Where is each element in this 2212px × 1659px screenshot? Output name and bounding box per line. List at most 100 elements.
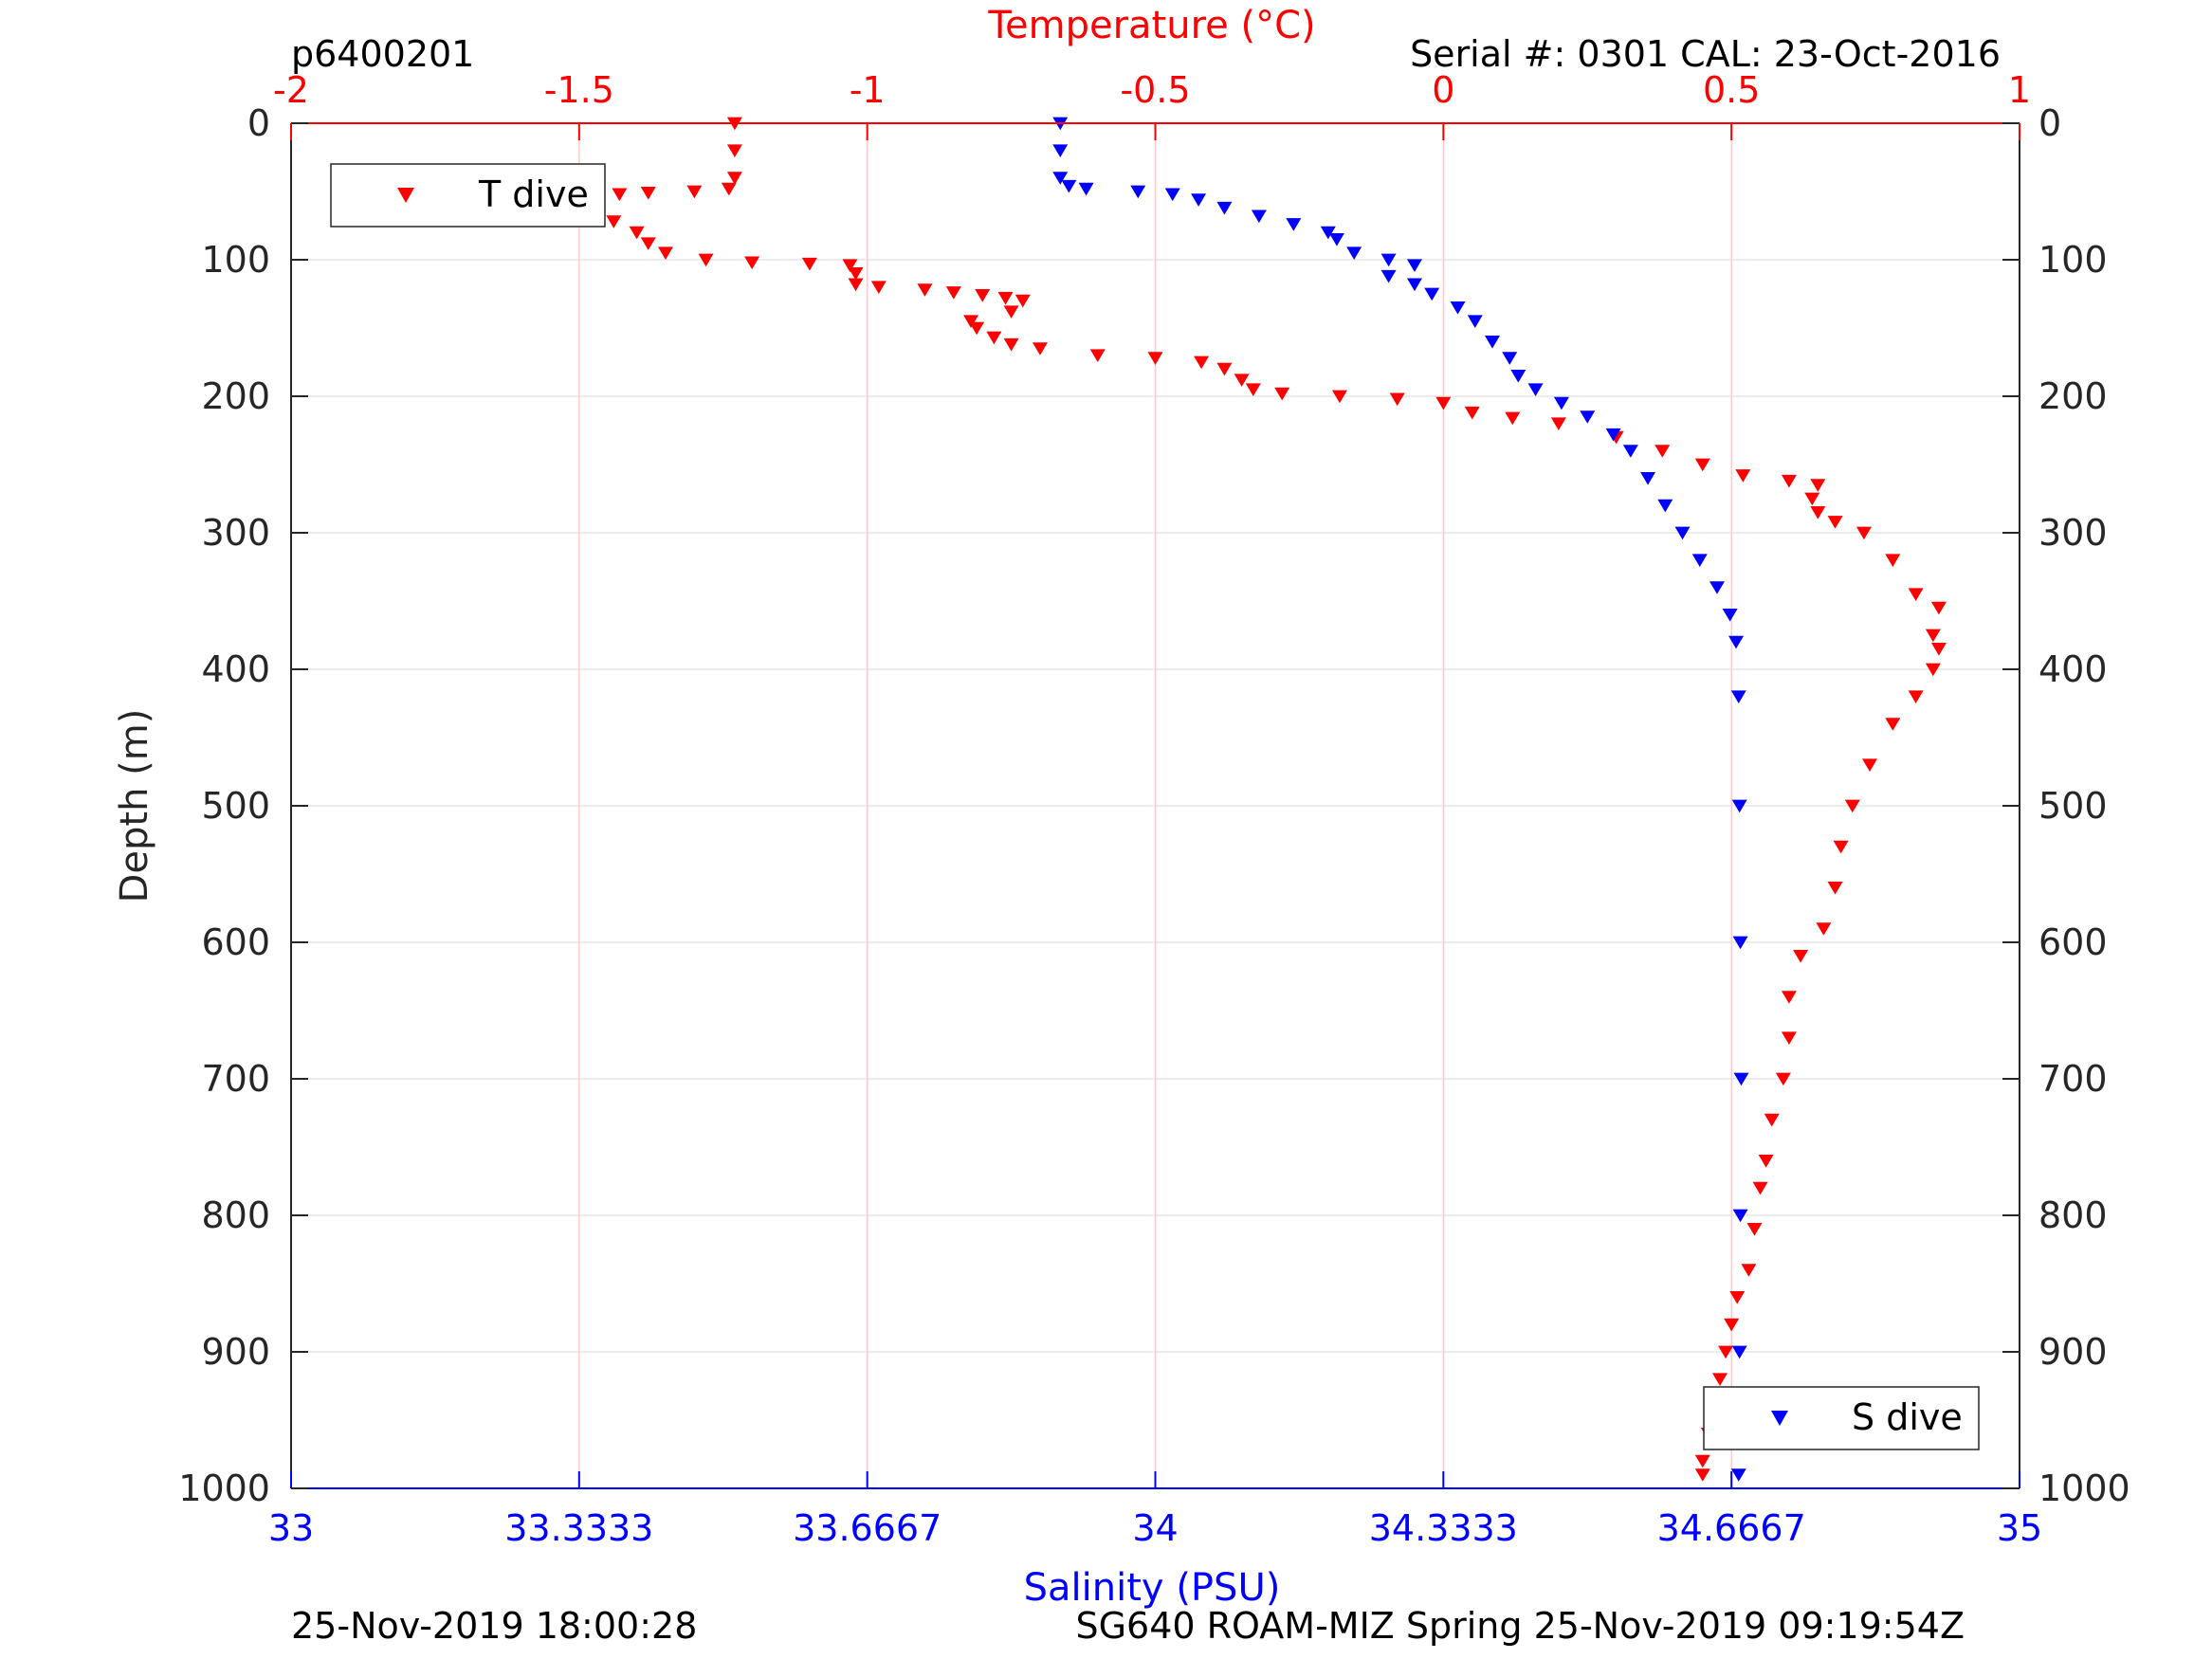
- temperature-point: [1724, 1318, 1740, 1332]
- salinity-point: [1674, 526, 1691, 540]
- temperature-tick-label: 0: [1432, 69, 1454, 111]
- footer-caption: SG640 ROAM-MIZ Spring 25-Nov-2019 09:19:…: [1075, 1605, 1965, 1647]
- temperature-point: [1908, 690, 1924, 703]
- temperature-point: [612, 188, 628, 202]
- depth-tick-label: 0: [247, 102, 270, 144]
- temperature-point: [1816, 922, 1832, 936]
- salinity-point: [1078, 182, 1094, 196]
- temperature-point: [1930, 601, 1947, 615]
- temperature-point: [1775, 1072, 1791, 1086]
- depth-tick-label: 900: [201, 1331, 270, 1373]
- temperature-point: [1908, 588, 1924, 601]
- temperature-point: [1752, 1181, 1768, 1195]
- temperature-point: [1694, 1468, 1710, 1482]
- salinity-tick-label: 33.3333: [504, 1507, 653, 1549]
- legend-temperature-label: T dive: [478, 173, 589, 215]
- temperature-point: [1844, 799, 1860, 813]
- temperature-point: [1930, 643, 1947, 656]
- depth-tick-label-right: 500: [2038, 785, 2108, 827]
- salinity-point: [1691, 554, 1708, 567]
- temperature-point: [606, 215, 622, 228]
- temperature-point: [1712, 1373, 1728, 1386]
- legend-salinity: S dive: [1703, 1386, 1980, 1450]
- temperature-point: [1331, 390, 1347, 404]
- salinity-point: [1730, 1468, 1746, 1482]
- temperature-point: [657, 246, 673, 260]
- temperature-point: [1781, 474, 1797, 488]
- salinity-point: [1424, 287, 1440, 301]
- salinity-point: [1406, 259, 1422, 272]
- temperature-point: [848, 267, 864, 281]
- depth-tick-label: 200: [201, 375, 270, 417]
- temperature-point: [848, 278, 864, 292]
- legend-salinity-marker: [1771, 1411, 1788, 1426]
- salinity-point: [1052, 172, 1069, 185]
- salinity-point: [1709, 581, 1725, 594]
- temperature-point: [975, 289, 991, 302]
- depth-tick-label: 1000: [178, 1468, 270, 1509]
- temperature-point: [1216, 362, 1233, 376]
- temperature-point: [870, 281, 887, 294]
- depth-tick-label-right: 800: [2038, 1194, 2108, 1236]
- salinity-point: [1730, 690, 1746, 703]
- temperature-point: [963, 315, 979, 328]
- temperature-point: [1925, 629, 1941, 643]
- depth-tick-label: 400: [201, 648, 270, 690]
- salinity-tick-label: 33.6667: [793, 1507, 941, 1549]
- temperature-point: [1435, 396, 1452, 410]
- salinity-point: [1380, 269, 1397, 283]
- temperature-point: [721, 182, 737, 196]
- temperature-point: [1234, 374, 1250, 387]
- temperature-point: [1827, 516, 1843, 529]
- temperature-tick-label: 0.5: [1703, 69, 1760, 111]
- temperature-tick-label: 1: [2008, 69, 2031, 111]
- depth-tick-label-right: 600: [2038, 921, 2108, 963]
- profile-id: p6400201: [291, 33, 474, 75]
- salinity-ticks: 33 33.3333 33.6667 34 34.3333 34.6667 35: [268, 1471, 2042, 1549]
- temperature-point: [1781, 991, 1797, 1004]
- temperature-point: [1758, 1155, 1774, 1168]
- temperature-point: [997, 291, 1014, 305]
- temperature-point: [801, 257, 817, 271]
- temperature-gridlines: [578, 123, 1732, 1488]
- salinity-point: [1510, 370, 1526, 383]
- depth-tick-label: 700: [201, 1058, 270, 1100]
- temperature-point: [1274, 387, 1290, 401]
- salinity-point: [1731, 799, 1747, 813]
- temperature-point: [1810, 479, 1826, 492]
- salinity-point: [1553, 396, 1569, 410]
- temperature-point: [1925, 663, 1941, 677]
- salinity-series: [1052, 117, 1749, 1482]
- temperature-point: [945, 286, 961, 300]
- salinity-point: [1406, 278, 1422, 292]
- salinity-point: [1622, 445, 1638, 458]
- depth-tick-label-right: 200: [2038, 375, 2108, 417]
- depth-tick-label-right: 300: [2038, 512, 2108, 554]
- depth-ticks-right: 0 100 200 300 400 500 600 700 800 900 1000: [2002, 102, 2130, 1509]
- depth-ticks-left: 0 100 200 300 400 500 600 700 800 900 1000: [178, 102, 308, 1509]
- temperature-point: [698, 253, 714, 267]
- legend-salinity-label: S dive: [1852, 1396, 1963, 1438]
- legend-temperature: T dive: [330, 163, 606, 228]
- temperature-point: [1389, 392, 1405, 407]
- salinity-axis-label: Salinity (PSU): [1024, 1566, 1281, 1610]
- temperature-point: [1464, 406, 1480, 420]
- depth-tick-label: 800: [201, 1194, 270, 1236]
- salinity-point: [1061, 179, 1077, 193]
- salinity-point: [1191, 193, 1207, 207]
- temperature-point: [726, 172, 742, 185]
- temperature-point: [726, 144, 742, 157]
- serial-cal-text: Serial #: 0301 CAL: 23-Oct-2016: [1410, 33, 2001, 75]
- salinity-point: [1450, 301, 1466, 315]
- temperature-point: [686, 185, 703, 199]
- salinity-point: [1527, 383, 1544, 396]
- salinity-point: [1731, 1345, 1747, 1359]
- temperature-point: [1089, 349, 1106, 362]
- depth-tick-label: 600: [201, 921, 270, 963]
- temperature-point: [1015, 294, 1031, 308]
- salinity-point: [1130, 185, 1146, 199]
- depth-tick-label: 300: [201, 512, 270, 554]
- salinity-point: [1052, 144, 1069, 157]
- temperature-point: [1147, 352, 1163, 365]
- salinity-point: [1732, 936, 1748, 950]
